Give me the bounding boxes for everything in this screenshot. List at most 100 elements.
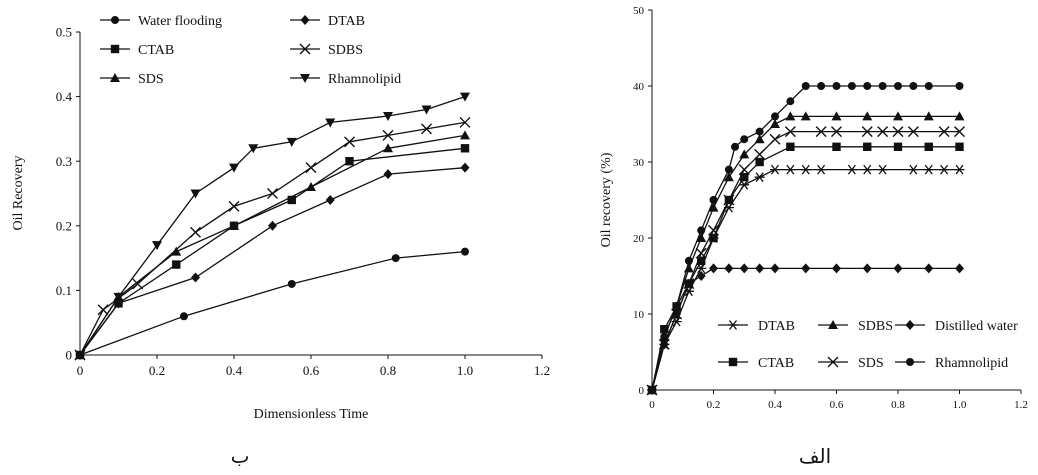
data-point-ctab xyxy=(172,260,181,269)
legend-label: CTAB xyxy=(758,356,794,371)
data-point-sdbs xyxy=(459,116,471,128)
data-point-sds xyxy=(815,126,827,138)
x-tick-label: 0.8 xyxy=(891,399,905,411)
data-point-sdbs xyxy=(862,111,873,121)
data-point-dtab xyxy=(770,164,780,175)
data-point-sds xyxy=(754,148,766,160)
x-tick-label: 1.0 xyxy=(953,399,967,411)
data-point-rhamnolipid xyxy=(383,111,393,121)
data-point-sds xyxy=(306,182,316,192)
legend-item-sds: SDS xyxy=(818,356,884,371)
data-point-sds xyxy=(769,133,781,145)
data-point-rhamnolipid xyxy=(724,165,733,174)
series-ctab xyxy=(75,144,470,360)
legend-marker xyxy=(906,358,914,366)
legend-label: Distilled water xyxy=(935,319,1018,334)
x-tick-label: 0 xyxy=(77,363,84,378)
data-point-sdbs xyxy=(696,233,707,242)
series-line-ctab xyxy=(79,147,466,356)
data-point-rhamnolipid xyxy=(909,82,918,90)
x-axis-label: Dimensionless Time xyxy=(254,407,369,422)
data-point-dtab xyxy=(846,164,857,175)
data-point-ctab xyxy=(114,299,123,308)
data-point-sdbs xyxy=(132,278,144,290)
data-point-distilled-water xyxy=(724,263,734,274)
data-point-ctab xyxy=(832,142,841,151)
chart-1: 0 0.2 0.4 0.6 0.8 1.0 1.2 0 0.1 0.2 0.3 0.4 0.5 Dimen… xyxy=(11,14,550,468)
data-point-rhamnolipid xyxy=(924,82,933,90)
data-point-distilled-water xyxy=(801,263,811,274)
data-point-sds xyxy=(784,126,796,138)
data-point-sds xyxy=(954,126,965,138)
legend-marker xyxy=(728,357,738,367)
data-point-ctab xyxy=(697,256,706,265)
data-point-sds xyxy=(658,338,670,350)
data-point-sdbs xyxy=(97,304,109,316)
legend-label: DTAB xyxy=(758,319,795,334)
data-point-distilled-water xyxy=(893,263,903,274)
data-point-rhamnolipid xyxy=(832,82,841,90)
data-point-rhamnolipid xyxy=(672,302,681,311)
data-point-rhamnolipid xyxy=(817,82,826,90)
data-point-sdbs xyxy=(708,202,719,212)
data-point-rhamnolipid xyxy=(697,226,706,235)
data-point-sds xyxy=(738,164,750,176)
y-tick-label: 0 xyxy=(639,385,645,397)
data-point-rhamnolipid xyxy=(421,105,432,115)
data-point-ctab xyxy=(863,142,872,151)
legend-item-water-flooding: Water flooding xyxy=(100,14,222,29)
series-line-dtab xyxy=(79,167,466,356)
data-point-dtab xyxy=(754,172,765,183)
series-rhamnolipid xyxy=(75,92,470,360)
data-point-sdbs xyxy=(754,134,765,144)
series-line-rhamnolipid xyxy=(651,85,960,391)
data-point-ctab xyxy=(755,157,764,167)
data-point-sds xyxy=(671,308,683,320)
y-axis-label: Oil recovery (%) xyxy=(599,152,614,247)
data-point-sds xyxy=(171,246,182,256)
y-tick-label: 10 xyxy=(633,309,645,321)
data-point-dtab xyxy=(862,164,873,175)
legend-marker xyxy=(728,320,738,330)
x-tick-label: 0.4 xyxy=(768,399,782,411)
data-point-ctab xyxy=(955,142,964,151)
series-water-flooding xyxy=(76,247,469,359)
x-tick-label: 0.6 xyxy=(303,363,320,378)
data-point-sdbs xyxy=(305,162,317,174)
data-point-distilled-water xyxy=(770,263,780,274)
data-point-sdbs xyxy=(190,226,201,238)
series-line-sds xyxy=(79,134,466,356)
data-point-dtab xyxy=(908,164,919,175)
data-point-rhamnolipid xyxy=(894,82,902,90)
data-point-dtab xyxy=(785,164,796,175)
data-point-dtab xyxy=(460,162,470,173)
data-point-sds xyxy=(892,126,904,138)
data-point-sdbs xyxy=(267,188,278,199)
legend-item-dtab: DTAB xyxy=(290,14,365,29)
series-sdbs xyxy=(647,111,965,394)
data-point-rhamnolipid xyxy=(847,82,856,90)
data-point-rhamnolipid xyxy=(75,351,85,360)
data-point-distilled-water xyxy=(755,263,765,274)
data-point-ctab xyxy=(660,325,669,334)
legend-marker xyxy=(111,16,119,24)
data-point-ctab xyxy=(345,157,354,166)
data-point-water-flooding xyxy=(287,279,296,288)
series-line-water-flooding xyxy=(79,250,466,356)
legend-item-dtab: DTAB xyxy=(718,319,795,334)
data-point-ctab xyxy=(786,142,795,151)
data-point-rhamnolipid xyxy=(740,135,749,144)
data-point-sdbs xyxy=(893,111,903,121)
data-point-sds xyxy=(708,224,719,236)
legend-label: Rhamnolipid xyxy=(328,72,401,87)
x-tick-label: 1.0 xyxy=(457,363,473,378)
data-point-rhamnolipid xyxy=(190,189,201,199)
legend-marker xyxy=(110,73,120,82)
series-distilled-water xyxy=(647,263,964,395)
chart-caption: ب xyxy=(231,444,250,468)
data-point-sdbs xyxy=(954,111,965,121)
series-sds xyxy=(75,130,470,359)
legend: DTAB SDBS Distilled water CTAB SDS Rhamnolipi… xyxy=(718,319,1018,371)
data-point-dtab xyxy=(800,164,811,175)
